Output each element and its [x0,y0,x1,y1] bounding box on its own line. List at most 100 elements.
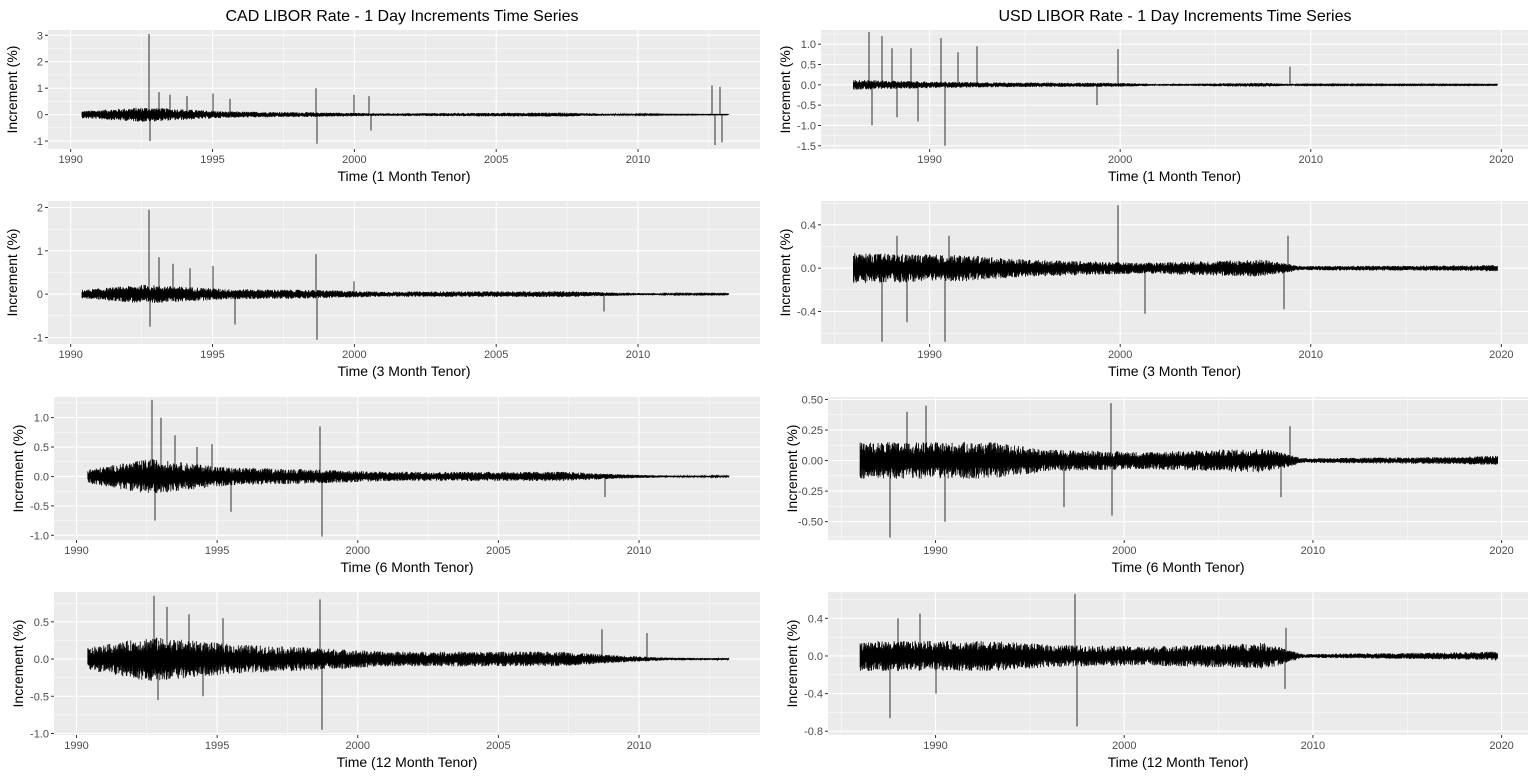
y-tick-label: 0.4 [801,220,816,232]
x-axis-title: Time (1 Month Tenor) [337,168,470,184]
y-tick-label: 0.00 [802,456,823,468]
x-axis-title: Time (3 Month Tenor) [1108,363,1241,379]
y-tick-label: 1.0 [34,413,49,425]
panel-cad-1-month: 1990 1995 2000 2005 2010 -1 0 1 2 3 Time (1 Month … [4,30,760,184]
x-axis-title: Time (1 Month Tenor) [1108,168,1241,184]
x-tick-label: 2000 [346,740,370,752]
panel-usd-3-month: 1990 2000 2010 2020 -0.4 0.0 0.4 Time (3 Month … [777,201,1528,379]
y-tick-label: 0.0 [808,651,823,663]
x-tick-label: 1990 [917,154,941,166]
x-tick-label: 1995 [200,349,224,361]
y-tick-label: 0.5 [801,60,816,72]
y-axis-title: Increment (%) [777,46,793,134]
y-tick-label: 0.25 [802,425,823,437]
x-axis-title: Time (12 Month Tenor) [1108,754,1249,770]
x-tick-label: 2005 [486,740,510,752]
usd-column-title: USD LIBOR Rate - 1 Day Increments Time S… [999,8,1352,25]
x-tick-label: 2010 [626,349,650,361]
y-tick-label: -1.5 [797,141,816,153]
x-tick-label: 1995 [205,545,229,557]
y-tick-label: 0.5 [34,442,49,454]
x-tick-label: 1990 [58,349,82,361]
x-tick-label: 1990 [64,545,88,557]
x-tick-label: 2000 [342,349,366,361]
x-tick-label: 2010 [627,740,651,752]
x-axis-title: Time (12 Month Tenor) [337,754,478,770]
x-tick-label: 1990 [923,740,947,752]
increment-series-line [81,209,729,340]
x-tick-label: 2010 [1299,349,1323,361]
x-tick-label: 2020 [1489,545,1513,557]
increment-series-line [853,32,1498,146]
panel-cad-12-month: 1990 1995 2000 2005 2010 -1.0 -0.5 0.0 0.5 Time (… [10,592,760,770]
x-tick-label: 2010 [1299,154,1323,166]
y-tick-label: 1.0 [801,39,816,51]
y-tick-label: -0.8 [804,726,823,738]
panel-background [821,30,1528,149]
x-tick-label: 2020 [1489,740,1513,752]
x-tick-label: 2020 [1489,154,1513,166]
increment-series-line [859,593,1498,727]
y-tick-label: 0.0 [34,654,49,666]
y-tick-label: 0.0 [34,471,49,483]
x-tick-label: 2005 [484,349,508,361]
y-tick-label: -1.0 [30,729,49,741]
y-tick-label: -0.4 [797,307,816,319]
y-tick-label: 0 [37,289,43,301]
y-tick-label: 3 [37,30,43,42]
panel-background [48,30,760,149]
x-tick-label: 2010 [1301,545,1325,557]
y-tick-label: 0.4 [808,613,823,625]
x-tick-label: 2000 [1108,349,1132,361]
x-tick-label: 2000 [1108,154,1132,166]
increment-series-line [853,205,1498,342]
y-axis-title: Increment (%) [784,425,800,513]
y-axis-title: Increment (%) [777,229,793,317]
y-axis-title: Increment (%) [4,46,20,134]
x-tick-label: 2000 [1112,545,1136,557]
increment-series-line [81,34,729,145]
y-tick-label: 0 [37,110,43,122]
y-tick-label: -0.25 [798,486,823,498]
x-tick-label: 2010 [626,154,650,166]
x-tick-label: 1990 [917,349,941,361]
y-tick-label: 0.50 [802,394,823,406]
x-tick-label: 2010 [1301,740,1325,752]
x-tick-label: 1995 [205,740,229,752]
y-tick-label: 1 [37,83,43,95]
panel-cad-6-month: 1990 1995 2000 2005 2010 -1.0 -0.5 0.0 0.5 1.0 Tim… [10,397,760,575]
y-tick-label: -0.50 [798,517,823,529]
increment-series-line [87,595,730,730]
y-tick-label: -1 [33,136,43,148]
panel-usd-12-month: 1990 2000 2010 2020 -0.8 -0.4 0.0 0.4 Time (12 M… [784,592,1528,770]
x-axis-title: Time (6 Month Tenor) [1111,559,1244,575]
x-tick-label: 1990 [923,545,947,557]
cad-column-title: CAD LIBOR Rate - 1 Day Increments Time S… [226,8,579,25]
x-tick-label: 2000 [346,545,370,557]
x-tick-label: 2020 [1489,349,1513,361]
y-tick-label: -1 [33,333,43,345]
x-tick-label: 1990 [64,740,88,752]
x-tick-label: 2000 [1112,740,1136,752]
y-tick-label: 1 [37,246,43,258]
x-tick-label: 2000 [342,154,366,166]
y-tick-label: 2 [37,203,43,215]
x-tick-label: 2005 [486,545,510,557]
y-tick-label: -0.5 [30,691,49,703]
y-tick-label: 0.0 [801,263,816,275]
y-tick-label: 0.0 [801,80,816,92]
panel-usd-6-month: 1990 2000 2010 2020 -0.50 -0.25 0.00 0.25 0.50 Ti… [784,394,1528,575]
y-tick-label: -1.0 [30,530,49,542]
y-tick-label: -1.0 [797,120,816,132]
panel-grid: 1990 1995 2000 2005 2010 -1 0 1 2 3 Time (1 Month … [4,30,1528,770]
y-tick-label: -0.5 [797,100,816,112]
increment-series-line [859,403,1498,538]
y-tick-label: 0.5 [34,617,49,629]
x-tick-label: 2010 [627,545,651,557]
y-axis-title: Increment (%) [10,425,26,513]
y-tick-label: -0.5 [30,501,49,513]
panel-usd-1-month: 1990 2000 2010 2020 -1.5 -1.0 -0.5 0.0 0.5 1.0 Tim… [777,30,1528,184]
y-tick-label: -0.4 [804,689,823,701]
y-axis-title: Increment (%) [784,620,800,708]
